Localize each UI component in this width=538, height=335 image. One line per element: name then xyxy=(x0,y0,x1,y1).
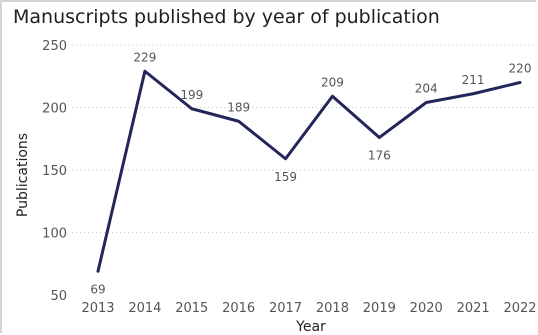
y-tick-label: 200 xyxy=(42,102,67,117)
data-label: 209 xyxy=(321,75,344,89)
x-axis-label: Year xyxy=(295,319,326,335)
data-label: 220 xyxy=(509,62,532,76)
x-tick-labels: 2013 2014 2015 2016 2017 2018 2019 2020 2021 2022 xyxy=(81,301,536,316)
series-line xyxy=(96,69,522,273)
x-tick-label: 2015 xyxy=(175,301,208,316)
y-tick-labels: 50 100 150 200 250 xyxy=(42,39,67,304)
x-tick-label: 2016 xyxy=(222,301,255,316)
data-label: 69 xyxy=(90,282,105,296)
data-label: 189 xyxy=(227,100,250,114)
x-tick-label: 2017 xyxy=(269,301,302,316)
y-tick-label: 50 xyxy=(50,289,67,304)
data-label: 204 xyxy=(415,82,438,96)
y-tick-label: 150 xyxy=(42,164,67,179)
x-tick-label: 2020 xyxy=(410,301,443,316)
data-label: 159 xyxy=(274,170,297,184)
data-label: 211 xyxy=(462,73,485,87)
data-label: 229 xyxy=(133,50,156,64)
data-label: 176 xyxy=(368,149,391,163)
data-labels: 69 229 199 189 159 209 176 204 211 220 xyxy=(90,50,531,296)
x-tick-label: 2021 xyxy=(457,301,490,316)
chart-title: Manuscripts published by year of publica… xyxy=(13,6,440,28)
gridlines xyxy=(72,44,533,233)
x-tick-label: 2014 xyxy=(128,301,161,316)
data-label: 199 xyxy=(180,88,203,102)
x-tick-label: 2013 xyxy=(81,301,114,316)
y-axis-label: Publications xyxy=(15,133,31,217)
x-tick-label: 2019 xyxy=(363,301,396,316)
y-tick-label: 100 xyxy=(42,227,67,242)
x-tick-label: 2022 xyxy=(503,301,536,316)
y-tick-label: 250 xyxy=(42,39,67,54)
x-tick-label: 2018 xyxy=(316,301,349,316)
